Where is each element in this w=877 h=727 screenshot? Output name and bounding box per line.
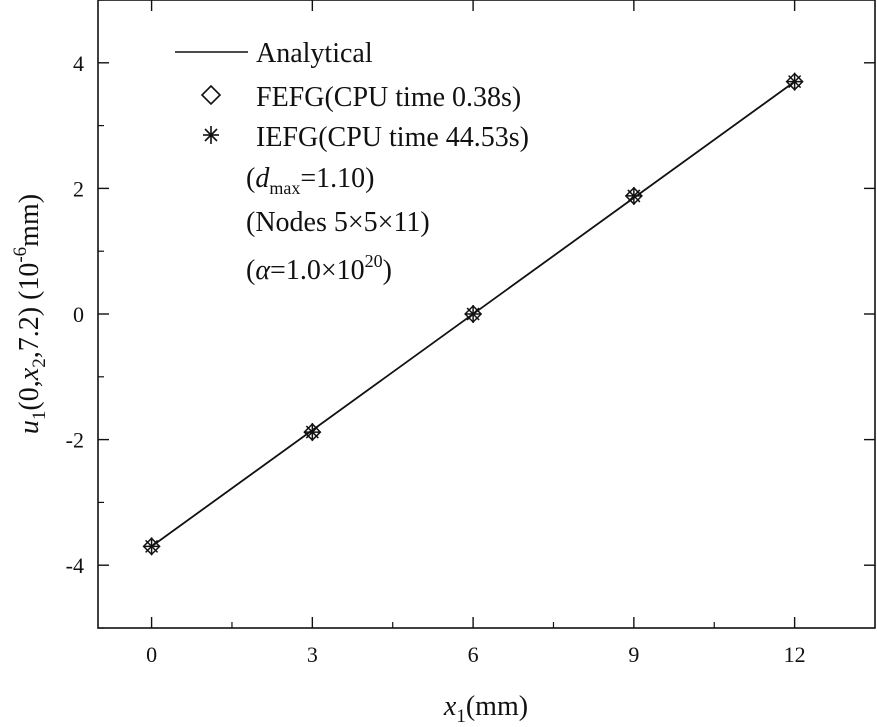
legend-fefg-label: FEFG(CPU time 0.38s) xyxy=(256,82,521,113)
y-tick-label: -2 xyxy=(66,428,84,453)
y-tick-label: 0 xyxy=(73,302,84,327)
legend-fefg-diamond-icon xyxy=(200,84,222,106)
legend-iefg-asterisk-icon xyxy=(203,126,219,144)
x-axis-label: x1(mm) xyxy=(443,691,528,727)
annotation-dmax: (dmax=1.10) xyxy=(246,163,374,198)
legend: Analytical FEFG(CPU time 0.38s) IEFG(CPU… xyxy=(175,38,529,286)
legend-analytical-label: Analytical xyxy=(256,38,373,69)
x-tick-label: 9 xyxy=(628,642,639,667)
iefg-point xyxy=(465,305,482,323)
y-axis-ticks: -4 -2 0 2 4 xyxy=(66,0,875,629)
x-tick-label: 12 xyxy=(784,642,806,667)
legend-iefg-label: IEFG(CPU time 44.53s) xyxy=(256,122,529,153)
y-tick-label: 2 xyxy=(73,176,84,201)
iefg-point xyxy=(304,423,321,442)
x-tick-label: 3 xyxy=(307,642,318,667)
iefg-point xyxy=(625,186,642,205)
iefg-point xyxy=(786,72,803,91)
x-tick-label: 6 xyxy=(468,642,479,667)
y-tick-label: -4 xyxy=(66,553,84,578)
y-axis-label: u1(0,x2,7.2) (10-6mm) xyxy=(10,194,50,434)
annotation-alpha: (α=1.0×1020) xyxy=(246,251,392,286)
annotation-nodes: (Nodes 5×5×11) xyxy=(246,207,430,238)
series-layer xyxy=(142,72,804,556)
x-axis-ticks: 0 3 6 9 12 xyxy=(146,0,806,667)
iefg-point xyxy=(143,537,160,556)
x-tick-label: 0 xyxy=(146,642,157,667)
y-tick-label: 4 xyxy=(73,51,84,76)
